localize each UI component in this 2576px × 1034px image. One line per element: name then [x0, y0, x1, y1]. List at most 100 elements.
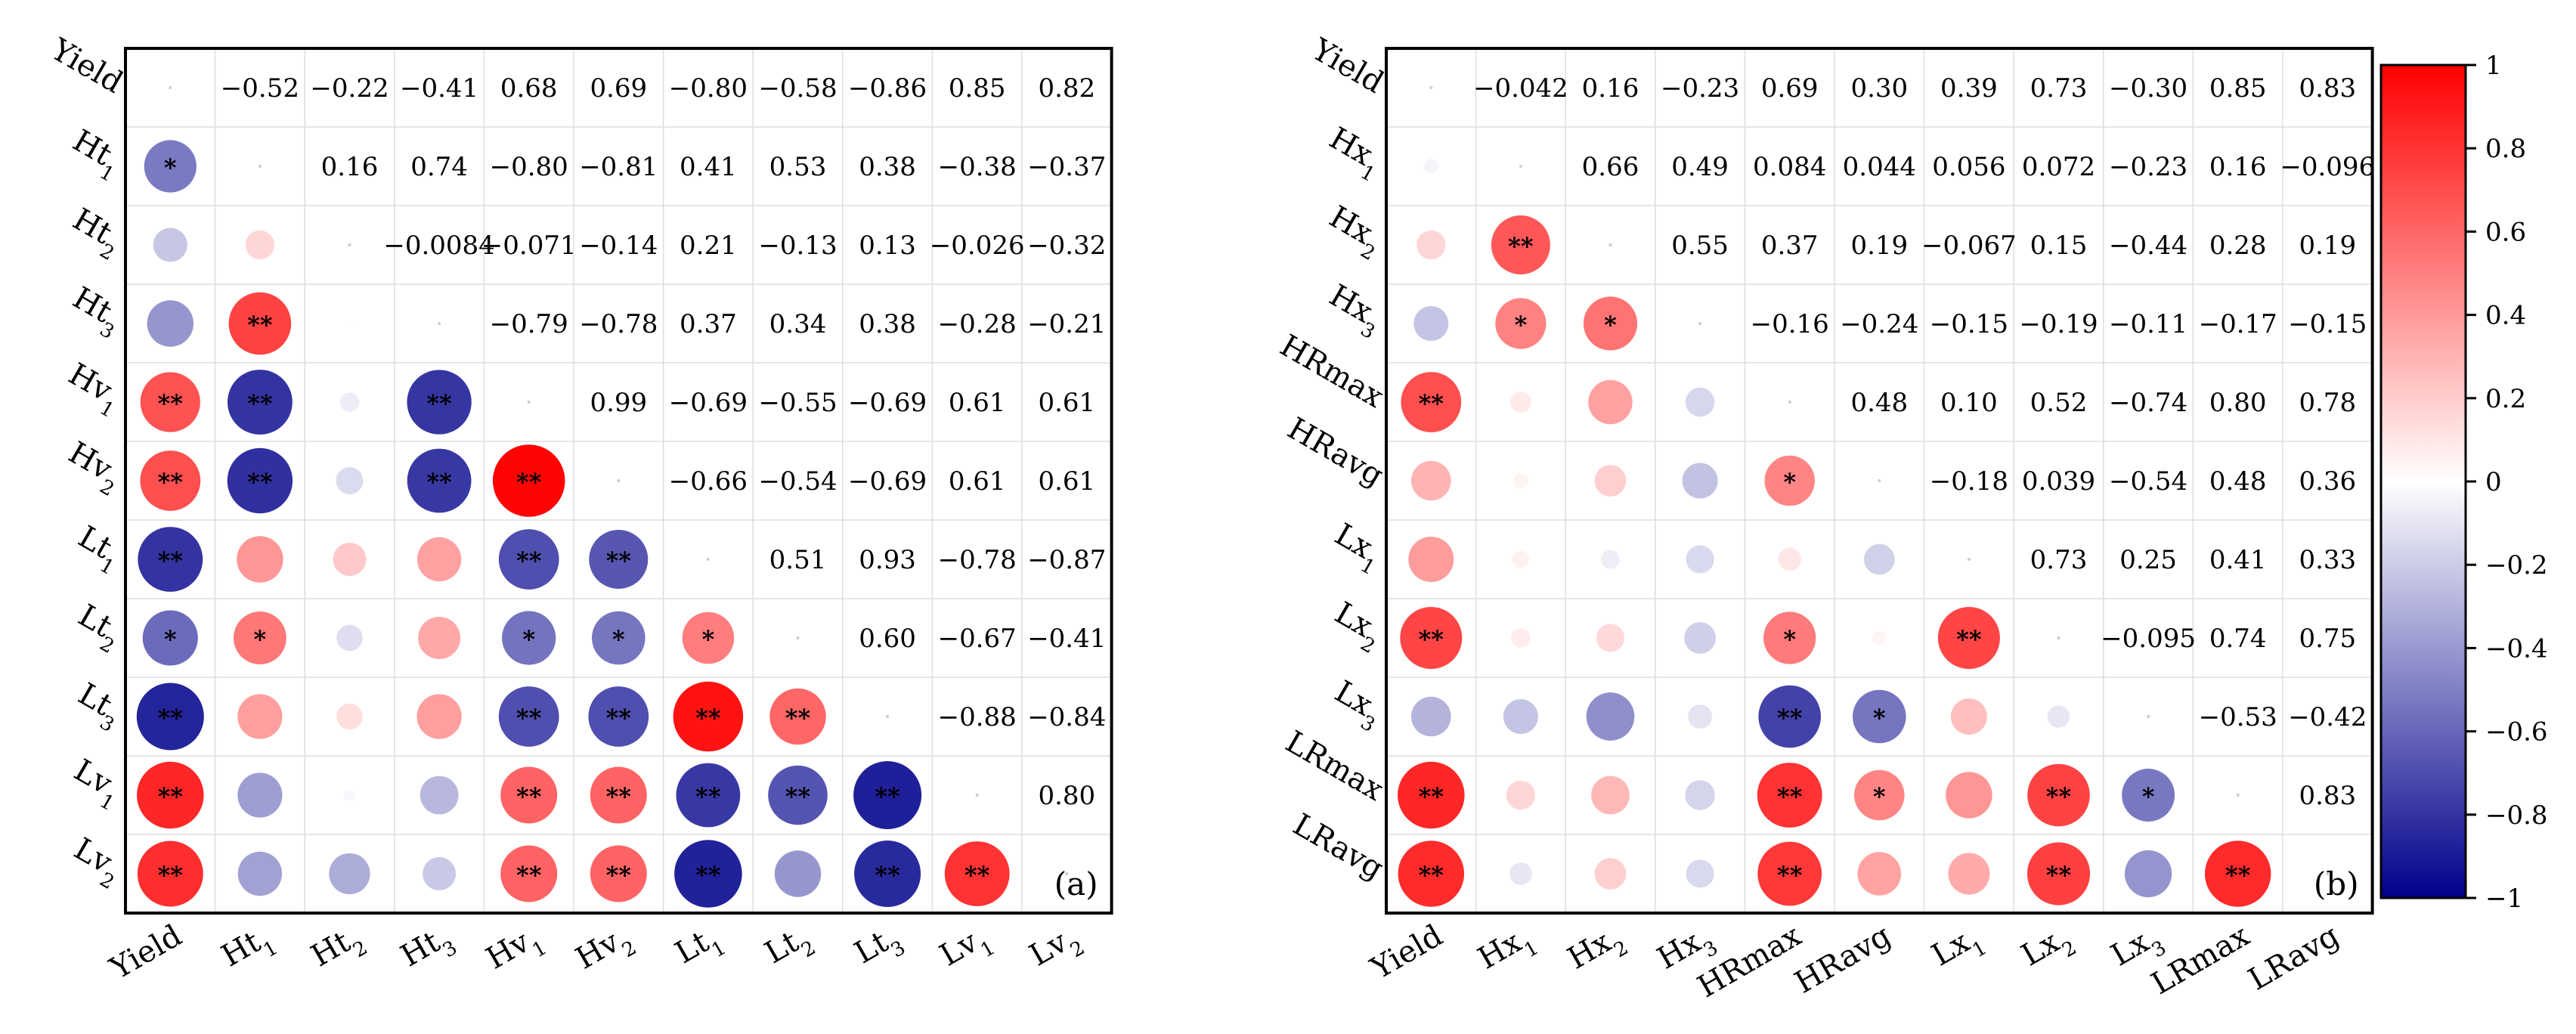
coefficient-label: 0.49 — [1671, 152, 1729, 182]
significance-marker: ** — [606, 704, 632, 732]
coefficient-label: 0.69 — [1761, 73, 1819, 104]
significance-marker: ** — [516, 704, 542, 732]
coefficient-label: −0.13 — [758, 231, 837, 261]
coefficient-label: −0.53 — [2199, 702, 2277, 732]
significance-marker: ** — [158, 468, 184, 497]
column-label-base: Yield — [104, 918, 187, 987]
significance-marker: ** — [247, 389, 273, 418]
column-label-base: Lv — [934, 924, 984, 974]
coefficient-label: 0.30 — [1850, 73, 1908, 104]
coefficient-label: 0.80 — [1038, 781, 1095, 811]
correlation-circle — [1950, 698, 1987, 735]
coefficient-label: −0.78 — [579, 309, 658, 339]
significance-marker: ** — [695, 704, 721, 732]
significance-marker: ** — [516, 782, 542, 811]
correlation-circle — [420, 776, 459, 815]
correlation-circle — [1948, 853, 1990, 895]
coefficient-label: −0.38 — [938, 152, 1017, 182]
correlation-circle — [1411, 460, 1451, 501]
diagonal-dot — [1519, 165, 1522, 168]
correlation-circle — [590, 845, 647, 902]
correlation-circle — [2027, 763, 2090, 827]
coefficient-label: 0.93 — [859, 545, 916, 575]
correlation-circle — [1853, 689, 1906, 744]
correlation-circle — [140, 372, 200, 432]
correlation-circle — [1398, 761, 1465, 829]
colorbar-gradient — [2379, 63, 2467, 899]
coefficient-label: 0.19 — [1850, 231, 1908, 261]
coefficient-label: 0.61 — [949, 466, 1006, 497]
column-label-base: Hv — [570, 924, 625, 977]
correlation-circle — [674, 840, 742, 908]
coefficient-label: −0.58 — [758, 73, 837, 104]
diagonal-dot — [1608, 243, 1612, 246]
row-label: Lt3 — [68, 676, 128, 737]
significance-marker: * — [164, 153, 177, 182]
correlation-circle — [1400, 606, 1463, 670]
significance-marker: * — [1783, 625, 1796, 654]
correlation-circle — [1854, 769, 1905, 821]
correlation-circle — [2047, 705, 2070, 728]
coefficient-label: 0.51 — [769, 545, 827, 575]
coefficient-label: −0.86 — [848, 73, 927, 104]
correlation-circle — [1591, 776, 1630, 815]
colorbar-tick-label: −1 — [2485, 884, 2523, 914]
coefficient-label: −0.24 — [1840, 309, 1918, 339]
coefficient-label: −0.071 — [481, 231, 577, 261]
correlation-circle — [1763, 611, 1816, 664]
coefficient-label: −0.78 — [938, 545, 1017, 575]
row-label: Lx1 — [1324, 517, 1389, 580]
correlation-circle — [1937, 606, 2000, 670]
coefficient-label: 0.19 — [2299, 231, 2356, 261]
correlation-circle — [237, 536, 283, 583]
significance-marker: ** — [1419, 861, 1444, 890]
coefficient-label: 0.37 — [1761, 231, 1819, 261]
column-label-subscript: 2 — [1610, 936, 1632, 962]
coefficient-label: −0.23 — [1661, 73, 1739, 104]
correlation-circle — [1684, 622, 1717, 654]
significance-marker: * — [1873, 782, 1886, 811]
correlation-circle — [592, 611, 646, 665]
column-label-subscript: 1 — [528, 936, 550, 962]
coefficient-label: −0.69 — [669, 388, 748, 418]
row-label: Lt2 — [68, 598, 128, 658]
row-label: Hv2 — [58, 435, 128, 501]
coefficient-label: 0.38 — [859, 152, 916, 182]
column-label-base: Hx — [1472, 924, 1528, 977]
significance-marker: * — [1604, 311, 1617, 339]
significance-marker: ** — [1419, 782, 1444, 811]
coefficient-label: 0.68 — [500, 73, 558, 104]
coefficient-label: −0.84 — [1027, 702, 1106, 732]
coefficient-label: −0.14 — [579, 231, 658, 261]
coefficient-label: 0.61 — [949, 388, 1006, 418]
coefficient-label: 0.61 — [1038, 466, 1095, 497]
column-label-base: Ht — [395, 924, 446, 974]
colorbar: 1 0.8 0.6 0.4 0.2 0 −0.2 −0.4 −0.6 −0.8 −1 — [2379, 51, 2548, 914]
coefficient-label: −0.88 — [938, 702, 1017, 732]
row-label-base: Yield — [45, 32, 128, 101]
coefficient-label: −0.067 — [1921, 231, 2017, 261]
row-label: Lx2 — [1324, 596, 1389, 658]
diagonal-dot — [1065, 872, 1069, 875]
correlation-circle — [136, 683, 204, 751]
correlation-circle — [346, 320, 353, 327]
correlation-circle — [227, 370, 293, 435]
correlation-circle — [1506, 780, 1536, 810]
correlation-circle — [676, 763, 741, 828]
coefficient-label: 0.16 — [2209, 152, 2267, 182]
coefficient-label: 0.74 — [2209, 624, 2267, 654]
column-label: HRavg — [1789, 918, 1896, 1001]
colorbar-tick-label: −0.4 — [2485, 633, 2548, 664]
correlation-circle — [333, 543, 367, 576]
column-label: LRavg — [2243, 918, 2345, 998]
column-label: Yield — [104, 918, 187, 987]
diagonal-dot — [2057, 636, 2060, 639]
coefficient-label: −0.52 — [221, 73, 299, 104]
coefficient-label: 0.83 — [2299, 781, 2356, 811]
coefficient-label: 0.039 — [2022, 466, 2095, 497]
coefficient-label: 0.78 — [2299, 388, 2356, 418]
column-label-base: Lt — [849, 924, 894, 971]
column-label-subscript: 3 — [439, 936, 461, 962]
correlation-circle — [1764, 455, 1815, 506]
